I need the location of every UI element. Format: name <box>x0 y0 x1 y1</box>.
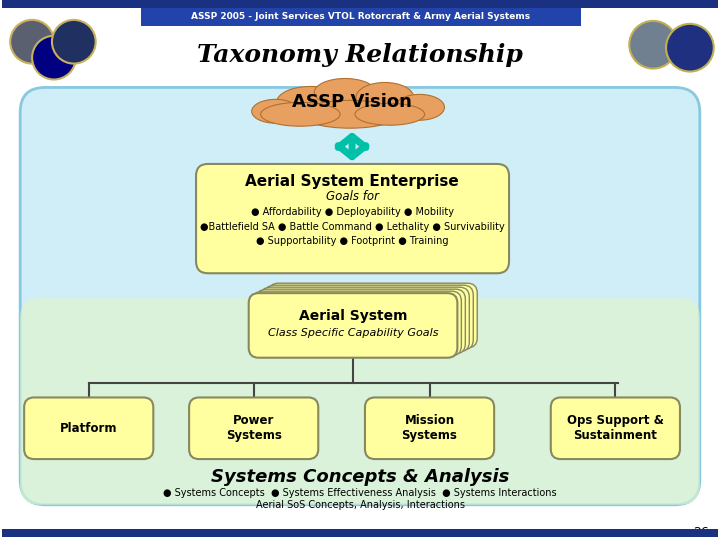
Text: ● Supportability ● Footprint ● Training: ● Supportability ● Footprint ● Training <box>256 237 449 246</box>
FancyBboxPatch shape <box>365 397 494 459</box>
Text: ●Battlefield SA ● Battle Command ● Lethality ● Survivability: ●Battlefield SA ● Battle Command ● Letha… <box>199 221 505 232</box>
Text: ASSP Vision: ASSP Vision <box>292 93 412 111</box>
Text: Aerial System Enterprise: Aerial System Enterprise <box>246 174 459 190</box>
Ellipse shape <box>300 100 400 128</box>
Text: Mission
Systems: Mission Systems <box>402 414 457 442</box>
FancyArrowPatch shape <box>338 137 366 157</box>
Ellipse shape <box>395 94 444 120</box>
Text: Aerial SoS Concepts, Analysis, Interactions: Aerial SoS Concepts, Analysis, Interacti… <box>256 500 464 510</box>
FancyBboxPatch shape <box>20 298 700 505</box>
FancyBboxPatch shape <box>265 285 473 350</box>
Text: Platform: Platform <box>60 422 117 435</box>
Text: Systems Concepts & Analysis: Systems Concepts & Analysis <box>211 468 509 486</box>
Text: ● Systems Concepts  ● Systems Effectiveness Analysis  ● Systems Interactions: ● Systems Concepts ● Systems Effectivene… <box>163 488 557 498</box>
Ellipse shape <box>356 83 414 112</box>
Circle shape <box>32 36 76 79</box>
FancyBboxPatch shape <box>24 397 153 459</box>
Text: Goals for: Goals for <box>325 190 379 203</box>
FancyBboxPatch shape <box>253 291 462 356</box>
Circle shape <box>666 24 714 71</box>
Bar <box>2 0 718 8</box>
Ellipse shape <box>355 103 425 125</box>
Ellipse shape <box>315 78 376 106</box>
Bar <box>2 529 718 537</box>
FancyBboxPatch shape <box>256 289 465 354</box>
Bar <box>141 8 580 26</box>
FancyBboxPatch shape <box>189 397 318 459</box>
Text: 26: 26 <box>693 526 708 539</box>
FancyBboxPatch shape <box>261 287 469 352</box>
Text: Class Specific Capability Goals: Class Specific Capability Goals <box>268 328 438 338</box>
FancyBboxPatch shape <box>20 87 700 505</box>
Text: Taxonomy Relationship: Taxonomy Relationship <box>197 43 523 66</box>
FancyBboxPatch shape <box>269 283 477 348</box>
FancyBboxPatch shape <box>248 293 457 357</box>
Text: Aerial System: Aerial System <box>299 309 408 323</box>
FancyBboxPatch shape <box>196 164 509 273</box>
Circle shape <box>10 20 54 64</box>
Text: Power
Systems: Power Systems <box>226 414 282 442</box>
Ellipse shape <box>252 99 300 123</box>
Text: ASSP 2005 - Joint Services VTOL Rotorcraft & Army Aerial Systems: ASSP 2005 - Joint Services VTOL Rotorcra… <box>192 12 531 22</box>
FancyBboxPatch shape <box>551 397 680 459</box>
Ellipse shape <box>261 103 340 126</box>
Circle shape <box>629 21 677 69</box>
Circle shape <box>52 20 96 64</box>
Ellipse shape <box>276 86 344 118</box>
Text: Ops Support &
Sustainment: Ops Support & Sustainment <box>567 414 664 442</box>
Text: ● Affordability ● Deployability ● Mobility: ● Affordability ● Deployability ● Mobili… <box>251 207 454 217</box>
